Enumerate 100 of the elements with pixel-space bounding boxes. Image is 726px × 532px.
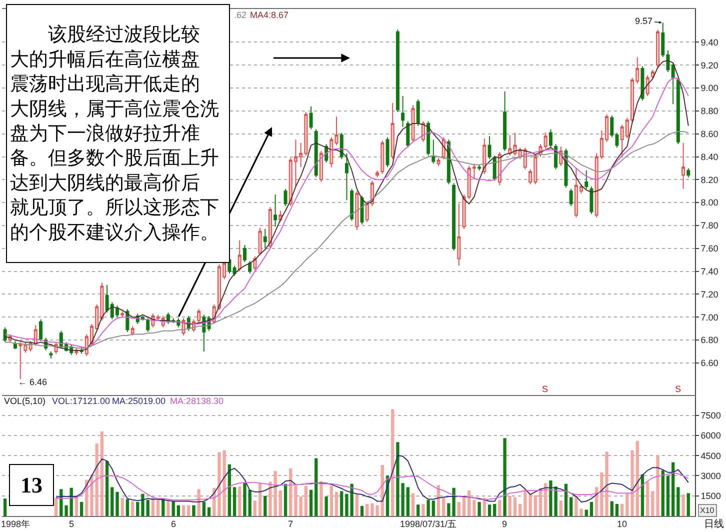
candlestick bbox=[350, 188, 354, 222]
bar bbox=[304, 486, 308, 516]
bar bbox=[340, 491, 344, 516]
bar bbox=[228, 464, 232, 516]
x-tick-label: 1998/07/31/五 bbox=[400, 519, 457, 529]
bar bbox=[457, 502, 460, 516]
bar bbox=[432, 500, 435, 516]
bar bbox=[238, 486, 242, 516]
candlestick bbox=[344, 152, 348, 201]
annotation: .62 bbox=[234, 10, 247, 20]
bar bbox=[218, 452, 221, 516]
bar bbox=[166, 500, 170, 516]
candlestick bbox=[436, 157, 440, 166]
bar bbox=[136, 502, 140, 516]
bar bbox=[426, 500, 430, 516]
line-series bbox=[56, 455, 689, 502]
bar bbox=[141, 494, 144, 516]
bar bbox=[488, 504, 492, 516]
y-tick-label: 7.00 bbox=[700, 312, 718, 322]
candlestick bbox=[274, 194, 278, 228]
bar bbox=[671, 462, 675, 516]
y-tick-label: 9.00 bbox=[700, 83, 718, 94]
candlestick bbox=[650, 69, 654, 80]
candlestick bbox=[548, 128, 552, 148]
bar bbox=[100, 431, 104, 516]
bar bbox=[192, 505, 196, 516]
bar bbox=[676, 487, 680, 516]
bar bbox=[54, 498, 58, 516]
candlestick bbox=[478, 164, 482, 171]
bar bbox=[222, 450, 226, 516]
bar bbox=[320, 481, 323, 516]
candlestick bbox=[676, 77, 680, 145]
candlestick bbox=[238, 240, 242, 272]
bar bbox=[498, 500, 502, 516]
annotation: VOL(5,10) bbox=[4, 396, 46, 406]
bar bbox=[90, 474, 94, 516]
annotation: S bbox=[542, 384, 548, 394]
bar bbox=[207, 507, 211, 516]
bar bbox=[508, 496, 512, 516]
y-tick-label: 7500 bbox=[700, 410, 721, 420]
candlestick bbox=[380, 140, 384, 174]
bar bbox=[126, 499, 130, 516]
annotation: 13 bbox=[20, 472, 42, 498]
x-tick-label: 6 bbox=[171, 519, 176, 529]
candlestick bbox=[452, 182, 456, 252]
candlestick bbox=[569, 188, 573, 207]
bar bbox=[232, 487, 236, 516]
candlestick bbox=[376, 170, 380, 178]
candlestick bbox=[488, 136, 492, 160]
bar bbox=[334, 492, 338, 516]
candlestick bbox=[263, 228, 267, 249]
bar bbox=[264, 496, 267, 516]
line-series bbox=[56, 472, 689, 500]
bar bbox=[172, 501, 175, 516]
bar bbox=[518, 504, 522, 516]
bar bbox=[391, 409, 394, 516]
candlestick bbox=[309, 106, 313, 130]
bar bbox=[686, 493, 690, 516]
bar bbox=[284, 484, 288, 516]
y-tick-label: 6.80 bbox=[700, 335, 718, 346]
bar bbox=[366, 504, 369, 516]
text: X10 bbox=[700, 506, 715, 515]
x-tick-label: 9 bbox=[502, 519, 508, 529]
bar bbox=[513, 497, 517, 516]
candlestick bbox=[426, 120, 430, 156]
bar bbox=[120, 498, 124, 516]
candlestick bbox=[146, 318, 150, 332]
bar bbox=[187, 505, 190, 516]
y-tick-label: 6000 bbox=[700, 430, 721, 441]
bar bbox=[661, 470, 664, 516]
candlestick bbox=[401, 96, 405, 128]
candlestick bbox=[492, 155, 496, 182]
candlestick bbox=[39, 318, 42, 342]
bar bbox=[411, 493, 415, 516]
y-tick-label: 8.20 bbox=[700, 174, 718, 185]
bar bbox=[243, 483, 246, 516]
bar bbox=[182, 505, 186, 516]
bar bbox=[422, 504, 425, 516]
bar bbox=[176, 505, 180, 516]
candlestick bbox=[406, 120, 410, 148]
bar bbox=[314, 458, 318, 516]
candlestick bbox=[590, 186, 594, 215]
candlestick bbox=[482, 138, 486, 174]
y-tick-label: 8.00 bbox=[700, 198, 718, 208]
y-tick-label: 3000 bbox=[700, 470, 721, 481]
bar bbox=[360, 506, 364, 516]
y-tick-label: 7.80 bbox=[700, 220, 718, 231]
candlestick bbox=[432, 139, 436, 164]
bar bbox=[666, 476, 670, 516]
candlestick bbox=[656, 29, 660, 70]
candlestick bbox=[682, 142, 686, 190]
bar bbox=[462, 498, 466, 516]
candlestick bbox=[242, 244, 246, 263]
bar bbox=[615, 504, 619, 516]
bar bbox=[503, 438, 506, 516]
bar bbox=[3, 498, 7, 516]
annotation: MA:28138.30 bbox=[170, 396, 224, 406]
candlestick bbox=[232, 265, 236, 276]
candlestick bbox=[640, 66, 644, 102]
bar bbox=[105, 460, 109, 516]
